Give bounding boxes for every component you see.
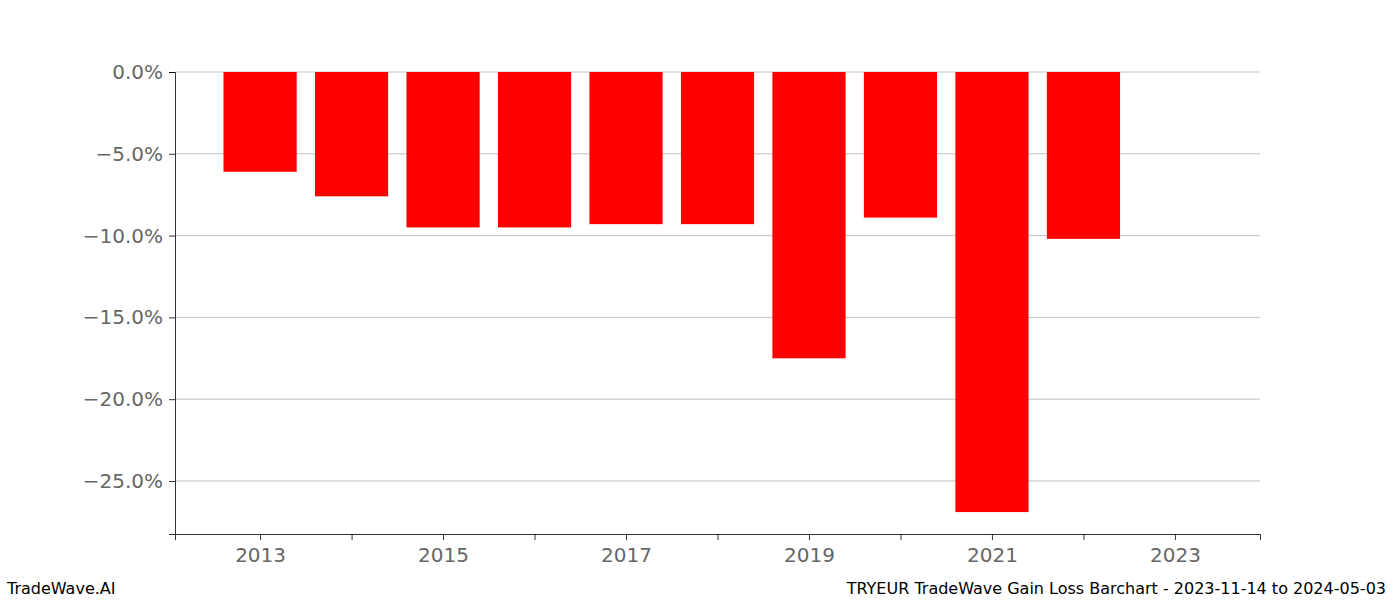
x-tick: 2021 (967, 534, 1018, 567)
y-tick-label: −15.0% (83, 305, 163, 329)
x-tick-label: 2019 (784, 543, 835, 567)
x-tick-mark (260, 534, 261, 540)
x-tick: 2013 (235, 534, 286, 567)
y-tick: −20.0% (83, 387, 175, 411)
x-tick-mark (718, 534, 719, 540)
bar (315, 72, 388, 196)
x-tick-mark (535, 534, 536, 540)
y-tick-label: −10.0% (83, 223, 163, 247)
bar (498, 72, 571, 227)
x-tick-label: 2013 (235, 543, 286, 567)
y-tick-mark (169, 481, 175, 482)
y-tick-label: −20.0% (83, 387, 163, 411)
x-tick-label: 2015 (418, 543, 469, 567)
y-tick-mark (169, 399, 175, 400)
x-tick (1083, 534, 1084, 540)
x-tick-label: 2017 (601, 543, 652, 567)
y-tick-label: −5.0% (95, 142, 163, 166)
annotation: TradeWave.AI (6, 579, 115, 598)
bar (955, 72, 1028, 512)
chart: 0.0%−5.0%−10.0%−15.0%−20.0%−25.0%2013201… (0, 0, 1400, 600)
y-tick-mark (169, 154, 175, 155)
x-tick-mark (626, 534, 627, 540)
y-tick-mark (169, 236, 175, 237)
bar (1047, 72, 1120, 239)
bar (406, 72, 479, 227)
grid (175, 72, 1260, 481)
y-tick-mark (169, 72, 175, 73)
x-tick (352, 534, 353, 540)
x-tick-mark (900, 534, 901, 540)
bar (772, 72, 845, 358)
bar (223, 72, 296, 172)
x-tick-label: 2021 (967, 543, 1018, 567)
y-tick: −10.0% (83, 223, 175, 247)
x-tick: 2015 (418, 534, 469, 567)
x-axis: 2013 2015 2017 2019 2021 2023 (176, 534, 1261, 567)
x-tick: 2019 (784, 534, 835, 567)
bar (681, 72, 754, 224)
y-tick-label: −25.0% (83, 469, 163, 493)
x-tick-mark (352, 534, 353, 540)
x-tick-mark (809, 534, 810, 540)
bars (223, 72, 1120, 512)
x-tick-mark (1175, 534, 1176, 540)
x-tick (900, 534, 901, 540)
x-tick (535, 534, 536, 540)
y-tick-label: 0.0% (112, 60, 163, 84)
y-tick: −5.0% (95, 142, 175, 166)
y-tick: −15.0% (83, 305, 175, 329)
x-tick-mark (1083, 534, 1084, 540)
x-tick-mark (443, 534, 444, 540)
x-tick-label: 2023 (1150, 543, 1201, 567)
title: TRYEUR TradeWave Gain Loss Barchart - 20… (846, 579, 1386, 598)
bar (589, 72, 662, 224)
x-tick (718, 534, 719, 540)
x-tick-mark (992, 534, 993, 540)
grid-line (175, 399, 1260, 400)
grid-line (175, 480, 1260, 481)
y-tick: 0.0% (112, 60, 175, 84)
x-axis-line (176, 535, 1261, 541)
x-tick: 2023 (1150, 534, 1201, 567)
x-tick: 2017 (601, 534, 652, 567)
y-axis-line (169, 73, 176, 535)
bar (864, 72, 937, 218)
y-tick: −25.0% (83, 469, 175, 493)
y-tick-mark (169, 317, 175, 318)
y-axis: 0.0% −5.0% −10.0% −15.0% −20.0% −25.0% (83, 60, 176, 535)
grid-line (175, 317, 1260, 318)
